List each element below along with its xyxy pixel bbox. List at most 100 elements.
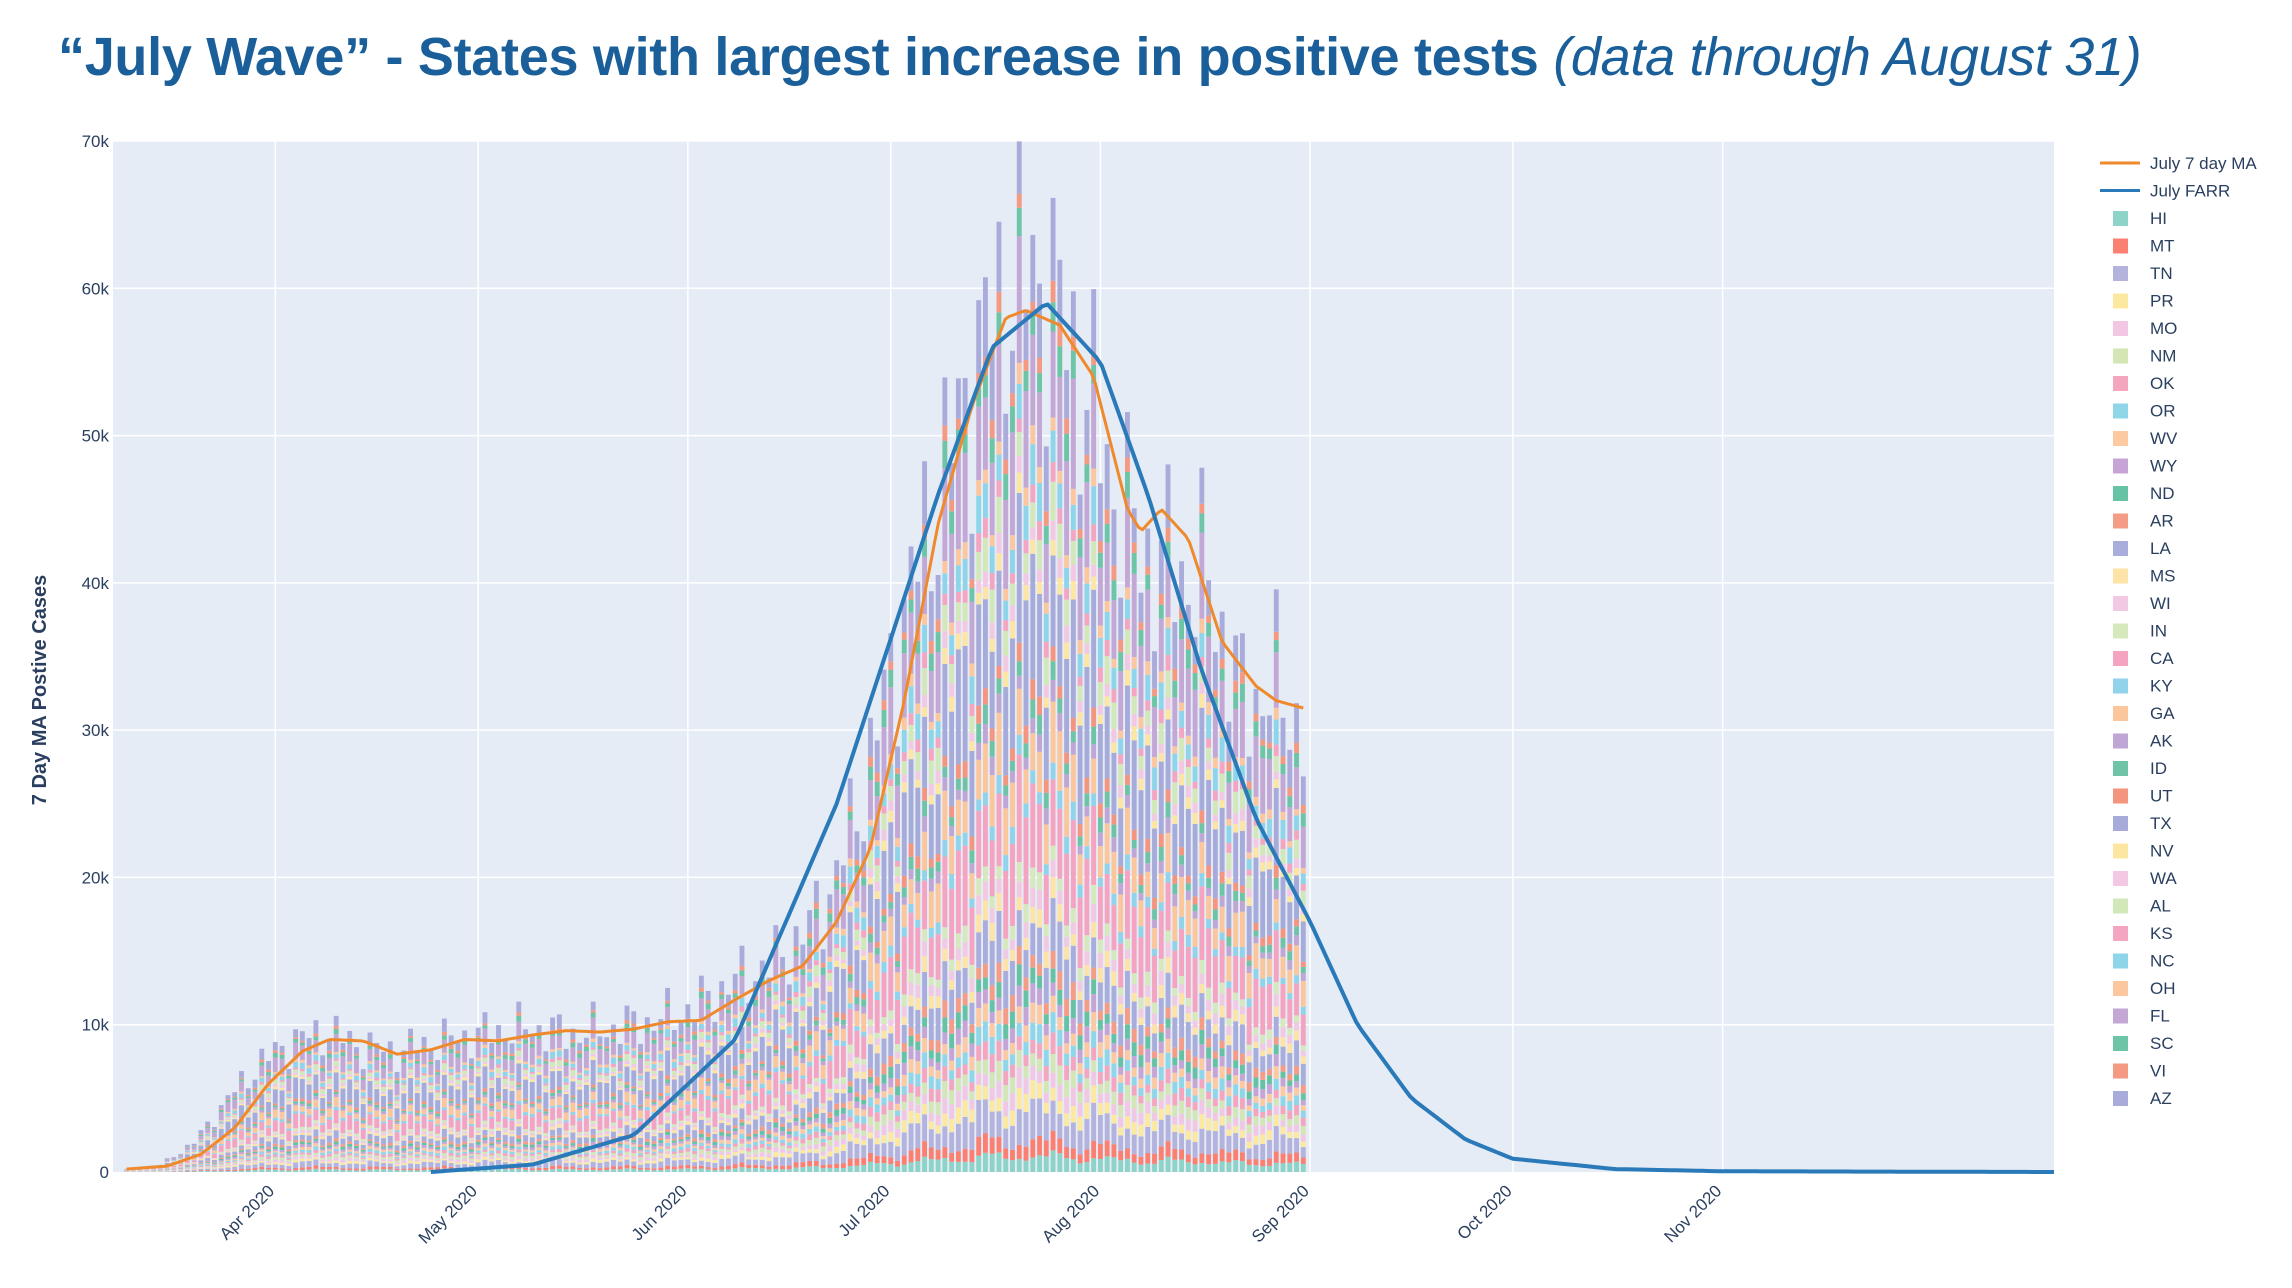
bar-segment-ms [726,1122,731,1126]
bar-segment-la [969,1002,975,1025]
bar-segment-nv [638,1087,643,1091]
bar-segment-ms [1091,922,1097,938]
bar-segment-vi [523,1036,528,1040]
bar-segment-vi [604,1046,610,1049]
bar-segment-ak [482,1094,488,1098]
bar-segment-id [374,1104,380,1108]
bar-segment-nd [989,1000,995,1012]
bar-segment-la [644,1132,650,1139]
bar-segment-in [1030,867,1036,888]
bar-segment-nm [225,1162,231,1165]
bar-segment-ks [976,533,982,552]
bar-segment-az [922,461,928,525]
bar-segment-sc [753,999,758,1007]
bar-segment-wv [293,1148,299,1151]
bar-segment-wv [922,1038,928,1053]
bar-segment-fl [272,1057,278,1073]
bar-segment-fl [1097,567,1103,626]
bar-segment-sc [1003,474,1009,500]
bar-segment-ms [1131,992,1137,1002]
bar-segment-sc [340,1052,346,1057]
bar-segment-ms [983,900,988,921]
bar-segment-tx [820,1029,826,1056]
bar-segment-oh [1084,567,1090,584]
bar-segment-mt [360,1168,366,1171]
bar-segment-wy [1030,983,1036,1003]
bar-segment-la [252,1146,258,1151]
bar-segment-ak [326,1105,332,1109]
bar-segment-nm [597,1155,603,1158]
bar-segment-pr [502,1160,508,1163]
bar-segment-vi [516,1012,522,1016]
bar-segment-ak [888,908,894,917]
bar-segment-wy [462,1147,468,1150]
bar-segment-sc [949,511,955,534]
bar-segment-ms [299,1132,305,1136]
bar-segment-ar [414,1145,420,1148]
bar-segment-id [861,999,867,1007]
bar-segment-wa [834,955,840,961]
bar-segment-fl [326,1057,332,1071]
bar-segment-la [726,1125,731,1132]
bar-segment-ak [1091,744,1097,759]
bar-segment-vi [563,1059,569,1063]
bar-segment-az [638,1043,643,1052]
bar-segment-ks [313,1060,319,1065]
bar-segment-fl [922,556,928,614]
bar-segment-mo [286,1161,292,1164]
bar-segment-ky [516,1100,522,1105]
bar-segment-ks [354,1080,359,1083]
bar-segment-in [827,1088,833,1094]
bar-segment-in [381,1131,386,1134]
bar-segment-fl [624,1028,630,1043]
bar-segment-id [408,1100,414,1103]
bar-segment-nd [698,1133,704,1138]
bar-segment-sc [469,1065,474,1069]
bar-segment-ga [881,930,887,963]
bar-segment-la [861,1078,867,1095]
bar-segment-ca [306,1116,312,1128]
bar-segment-ks [1057,508,1063,524]
bar-segment-id [509,1105,515,1108]
bar-segment-nm [698,1149,704,1154]
bar-segment-ut [726,1078,731,1083]
bar-segment-ar [577,1144,583,1147]
bar-segment-ak [550,1096,556,1100]
bar-segment-ar [1104,1002,1110,1014]
bar-segment-ak [205,1146,211,1148]
bar-segment-ak [529,1105,535,1108]
bar-segment-mt [529,1168,535,1171]
bar-segment-ak [746,1086,752,1091]
bar-segment-hi [780,1169,785,1172]
bar-segment-la [658,1132,664,1138]
bar-segment-mo [611,1155,616,1158]
bar-segment-ca [928,937,934,978]
bar-segment-nd [441,1139,447,1142]
bar-segment-nc [726,1034,731,1042]
bar-segment-mo [455,1159,461,1163]
bar-segment-ms [908,995,914,1007]
bar-segment-ga [482,1097,488,1104]
bar-segment-al [550,1061,556,1067]
bar-segment-mt [354,1168,359,1171]
bar-segment-in [401,1135,407,1138]
bar-segment-ak [617,1108,623,1111]
bar-segment-ar [523,1141,528,1145]
bar-segment-wy [671,1142,677,1146]
bar-segment-nd [218,1158,224,1161]
bar-segment-al [969,715,975,733]
bar-segment-tx [543,1092,549,1109]
bar-segment-sc [942,440,948,469]
bar-segment-tn [414,1163,420,1169]
bar-segment-tx [306,1084,312,1101]
bar-segment-fl [570,1047,576,1062]
bar-segment-nv [1138,778,1144,791]
bar-segment-fl [455,1057,461,1073]
bar-segment-nd [901,1051,907,1063]
bar-segment-ks [671,1067,677,1071]
bar-segment-nc [665,1029,671,1037]
bar-segment-la [773,1109,779,1119]
bar-segment-ok [793,1136,799,1141]
bar-segment-wi [441,1122,447,1126]
bar-segment-ms [631,1124,637,1128]
